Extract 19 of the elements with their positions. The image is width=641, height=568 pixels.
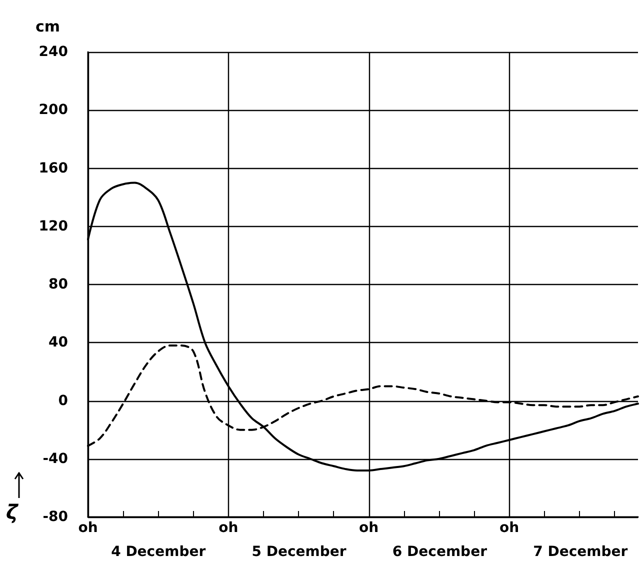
x-tick-label: oh [78, 520, 98, 536]
text: 4 December [111, 544, 206, 560]
text: 6 December [392, 544, 488, 560]
y-tick-label: 80 [48, 276, 68, 292]
text: ζ [6, 500, 19, 524]
y-tick-label: 120 [38, 218, 68, 234]
x-tick-label: oh [359, 520, 379, 536]
y-tick-label: 240 [38, 44, 68, 60]
y-tick-label: 40 [48, 334, 68, 351]
y-axis-title: cm [35, 18, 60, 36]
y-tick-label: -40 [42, 450, 68, 467]
text: 7 December [533, 544, 628, 560]
text: 5 December [252, 544, 346, 560]
y-tick-label: 160 [38, 160, 68, 176]
y-tick-label: -80 [42, 509, 68, 525]
x-tick-label: oh [218, 520, 238, 536]
y-tick-label: 0 [58, 392, 68, 409]
y-tick-label: 200 [38, 102, 68, 118]
x-tick-label: oh [499, 520, 520, 536]
